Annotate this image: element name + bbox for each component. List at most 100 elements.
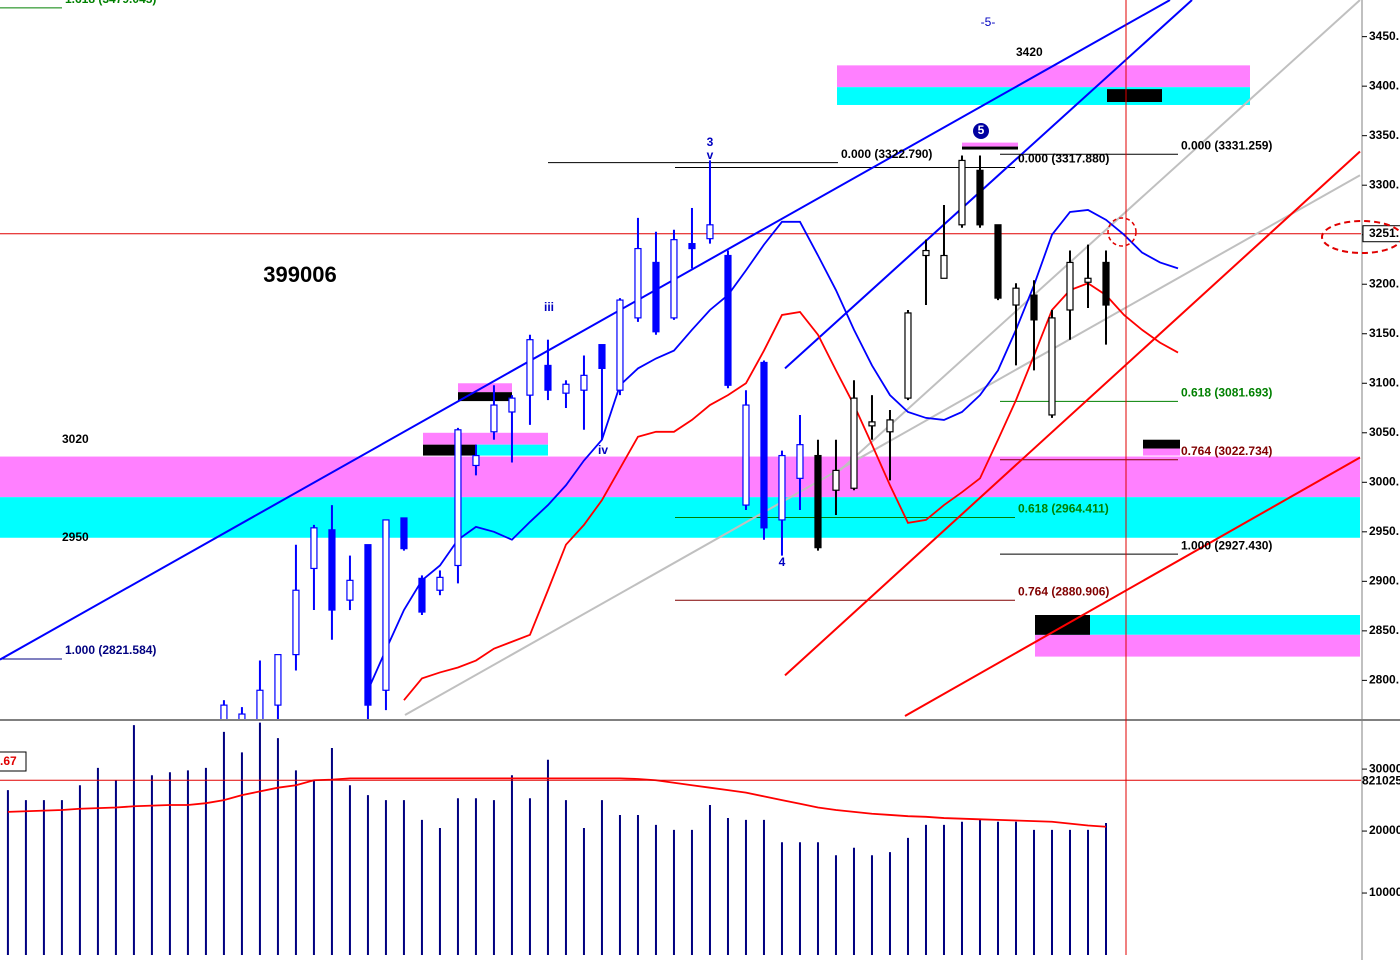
y-tick-label: 2900. [1369, 574, 1399, 588]
candle-body [868, 421, 876, 427]
highlight-ellipse [1321, 220, 1400, 254]
candle-body [400, 517, 408, 550]
candle-body [274, 654, 282, 706]
y-tick-label: 2950. [1369, 524, 1399, 538]
fib-label: 0.764 (2880.906) [1018, 584, 1109, 598]
wave-label: 4 [779, 555, 786, 569]
candle-body [904, 312, 912, 399]
candle-body [364, 544, 372, 706]
value-box [0, 751, 27, 772]
candle-body [742, 404, 750, 506]
candle-body [832, 469, 840, 491]
fib-label: 0.618 (2964.411) [1018, 502, 1109, 516]
trendline [839, 0, 1361, 472]
candle-body [850, 397, 858, 489]
candle-body [760, 361, 768, 529]
wave-label: 5 [978, 123, 985, 137]
trendline [904, 456, 1361, 717]
candle-body [598, 344, 606, 370]
trendline [784, 0, 1193, 370]
candle-body [454, 429, 462, 567]
zone [1143, 439, 1180, 449]
y-tick-label: 3200. [1369, 276, 1399, 290]
zone [962, 146, 1018, 150]
candle-body [526, 339, 534, 396]
candle-body [1030, 294, 1038, 321]
zone [962, 142, 1018, 147]
highlight-circle [1107, 217, 1137, 247]
volume-tick-label: 30000 [1369, 761, 1400, 775]
fib-label: 1.000 (2927.430) [1181, 538, 1272, 552]
zone [423, 432, 548, 445]
y-tick-label: 3050. [1369, 425, 1399, 439]
zone [423, 444, 476, 456]
candle-body [1102, 261, 1110, 306]
fib-label: 1.000 (2821.584) [65, 643, 156, 657]
volume-tick-label: 20000 [1369, 823, 1400, 837]
trendline [784, 150, 1361, 677]
moving-average [367, 209, 1179, 691]
candle-body [436, 576, 444, 591]
candle-body [346, 579, 354, 601]
zone [1035, 615, 1090, 635]
candle-body [940, 254, 948, 279]
y-tick-label: 3450. [1369, 29, 1399, 43]
wave-label: iv [598, 443, 608, 457]
y-tick-label: 3300. [1369, 177, 1399, 191]
indicator-value: .67 [0, 754, 17, 768]
candle-body [670, 239, 678, 319]
candle-body [328, 529, 336, 611]
wave-label: v [707, 148, 714, 162]
candle-body [688, 243, 696, 250]
y-tick-label: 3100. [1369, 375, 1399, 389]
candle-body [634, 247, 642, 319]
y-tick-label: 3400. [1369, 78, 1399, 92]
candle-body [922, 249, 930, 257]
candle-body [310, 527, 318, 570]
zone [0, 456, 1360, 498]
candle-body [1048, 317, 1056, 416]
candle-body [1084, 277, 1092, 283]
volume-average [7, 777, 1107, 828]
y-tick-label: 3150. [1369, 326, 1399, 340]
candle-body [238, 713, 246, 719]
candle-body [724, 254, 732, 386]
y-tick-label: 2800. [1369, 673, 1399, 687]
candle-body [220, 704, 228, 719]
zone [1035, 615, 1360, 635]
symbol-label: 399006 [263, 262, 336, 287]
price-marker-box [1362, 225, 1400, 243]
candle-body [418, 577, 426, 613]
wave-label: iii [544, 300, 554, 314]
candle-body [562, 383, 570, 394]
candle-body [778, 454, 786, 521]
level-label: 3020 [62, 432, 89, 446]
candle-body [256, 689, 264, 719]
fib-label: 0.000 (3317.880) [1018, 152, 1109, 166]
candle-body [292, 589, 300, 656]
candle-body [580, 374, 588, 391]
candle-body [1066, 261, 1074, 311]
zone [1143, 448, 1180, 456]
wave-label: -5- [981, 15, 996, 29]
candle-body [994, 224, 1002, 299]
volume-tick-label: 10000 [1369, 885, 1400, 899]
candle-body [1012, 287, 1020, 306]
trendline [404, 174, 1361, 716]
annotations: 399006 3020 2950 3420 -5- 3 v iii iv 4 5… [0, 15, 1400, 772]
fib-label: 0.764 (3022.734) [1181, 444, 1272, 458]
volume-panel [0, 722, 1361, 955]
candle-body [796, 444, 804, 479]
candle-body [886, 419, 894, 433]
level-label: 3420 [1016, 45, 1043, 59]
candle-body [958, 159, 966, 226]
price-marker-label: 3251. [1369, 226, 1399, 240]
y-tick-label: 3350. [1369, 128, 1399, 142]
wave-circle [973, 123, 989, 139]
candle-body [652, 261, 660, 333]
candle-body [472, 454, 480, 467]
volume-level-label: 821025 [1362, 773, 1400, 787]
zone [1035, 634, 1360, 657]
zone [1107, 89, 1162, 103]
